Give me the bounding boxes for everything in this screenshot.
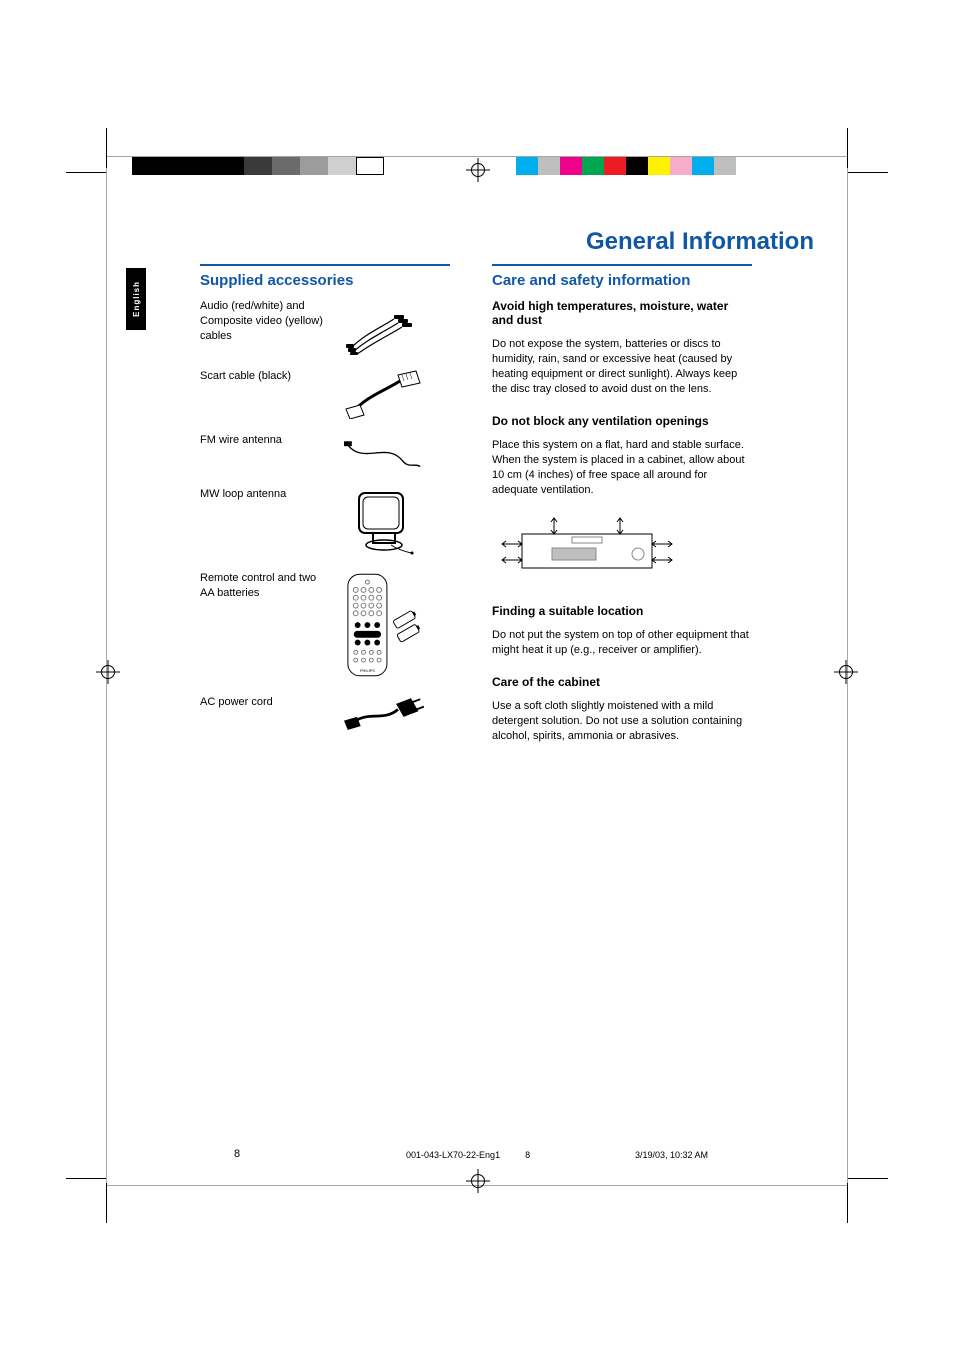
- footer-timestamp: 3/19/03, 10:32 AM: [635, 1150, 708, 1160]
- footer-file: 001-043-LX70-22-Eng1: [406, 1150, 500, 1160]
- crop-mark: [847, 1183, 848, 1223]
- crop-mark: [106, 1183, 107, 1223]
- crop-mark: [848, 1178, 888, 1179]
- footer-page: 8: [525, 1150, 530, 1160]
- footer-meta-left: 001-043-LX70-22-Eng1 8: [406, 1150, 530, 1160]
- page-number: 8: [234, 1148, 240, 1160]
- crop-mark: [848, 172, 888, 173]
- crop-mark: [66, 1178, 106, 1179]
- crop-mark: [66, 172, 106, 173]
